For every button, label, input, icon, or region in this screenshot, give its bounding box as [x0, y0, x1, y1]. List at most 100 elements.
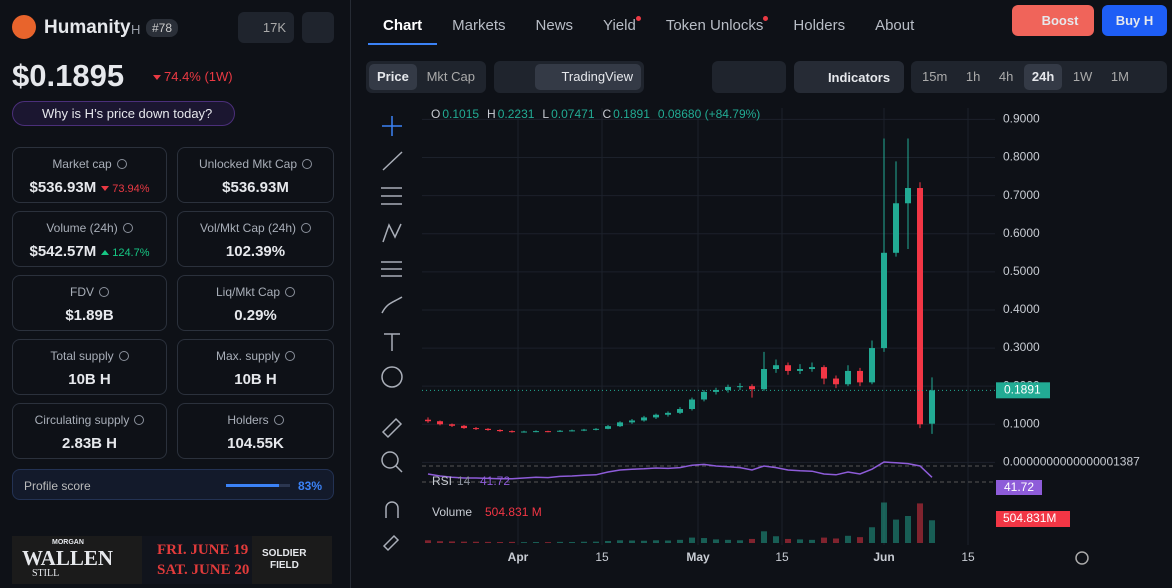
candle-body	[653, 414, 659, 418]
candle-body	[617, 422, 623, 427]
stat-label: Max. supply	[178, 349, 333, 363]
interval-option[interactable]: 15m	[922, 69, 948, 84]
ohlc-legend: 0.1891	[613, 107, 650, 121]
buy-button[interactable]: Buy H	[1102, 5, 1167, 36]
candle-body	[701, 391, 707, 400]
stat-card: Volume (24h) $542.57M 124.7%	[12, 211, 167, 267]
volume-bar	[641, 540, 647, 543]
price-change-text: 74.4% (1W)	[164, 69, 233, 84]
tab[interactable]: Chart	[368, 13, 438, 45]
stat-value-text: $542.57M	[29, 243, 97, 260]
interval-option[interactable]: 1h	[965, 69, 981, 84]
stat-value: 2.83B H	[13, 435, 166, 452]
tab[interactable]: Markets	[452, 17, 506, 34]
ad-text: STILL	[32, 568, 60, 579]
info-icon	[301, 223, 312, 233]
y-tick-label: 0.0000000000000001387	[1003, 455, 1140, 469]
share-button[interactable]	[302, 12, 334, 43]
stat-value: $536.93M	[178, 179, 333, 196]
volume-bar	[653, 540, 659, 543]
stat-value: 102.39%	[178, 243, 333, 260]
x-tick-label: 15	[961, 550, 975, 564]
stat-card: Total supply 10B H	[12, 339, 167, 395]
indicators-button[interactable]: Indicators	[794, 61, 904, 93]
tab[interactable]: Holders	[793, 17, 846, 34]
price: $0.1895	[12, 58, 125, 93]
candle-body	[857, 370, 863, 383]
ohlc-legend: O	[431, 107, 440, 121]
ad-text: FIELD	[270, 560, 299, 571]
stat-change: 73.94%	[112, 183, 150, 195]
y-tick-label: 0.6000	[1003, 226, 1040, 240]
tab[interactable]: News	[535, 17, 574, 34]
volume-bar	[521, 542, 527, 543]
boost-button[interactable]: Boost	[1012, 5, 1094, 36]
drawing-tools	[381, 116, 403, 552]
candle-body	[569, 430, 575, 432]
volume-bar	[833, 538, 839, 543]
interval-option[interactable]: 4h	[998, 69, 1014, 84]
stat-label: Holders	[178, 413, 333, 427]
volume-bar	[821, 537, 827, 543]
x-tick-label: 15	[775, 550, 789, 564]
advertisement[interactable]: MORGAN WALLEN STILL FRI. JUNE 19 SAT. JU…	[12, 536, 332, 584]
volume-bar	[677, 539, 683, 543]
volume-bar	[845, 535, 851, 543]
stat-value-text: 0.29%	[234, 307, 277, 324]
logo	[12, 15, 36, 39]
interval-option[interactable]: 1W	[1072, 69, 1093, 84]
volume-bar	[425, 540, 431, 543]
volume-bar	[629, 540, 635, 543]
stat-value-text: 10B H	[68, 371, 111, 388]
mode-option[interactable]: Price	[369, 64, 417, 90]
candle-body	[917, 188, 923, 425]
stat-label: Unlocked Mkt Cap	[178, 157, 333, 171]
stat-card: FDV $1.89B	[12, 275, 167, 331]
stat-card: Max. supply 10B H	[177, 339, 334, 395]
candle-body	[725, 386, 731, 390]
info-icon	[285, 287, 296, 297]
candle-body	[905, 188, 911, 204]
candle-body	[581, 429, 587, 431]
stat-change: 124.7%	[112, 247, 150, 259]
tab[interactable]: Yield	[588, 13, 651, 43]
candle-body	[689, 399, 695, 410]
interval-option[interactable]: 24h	[1023, 64, 1063, 90]
stat-label-text: Vol/Mkt Cap (24h)	[199, 221, 297, 235]
candle-body	[533, 431, 539, 433]
ad-text: FRI. JUNE 19	[157, 542, 249, 558]
volume-bar	[797, 539, 803, 543]
ohlc-legend: 0.07471	[551, 107, 595, 121]
candle-body	[677, 409, 683, 413]
volume-tag	[996, 511, 1070, 527]
nav-arrows[interactable]	[712, 61, 786, 93]
stat-label-text: Market cap	[52, 157, 112, 171]
candle-body	[881, 252, 887, 349]
candle-body	[497, 429, 503, 432]
tab[interactable]: About	[875, 17, 915, 34]
mode-toggle: Price Mkt Cap	[366, 61, 486, 93]
rank: #78	[146, 19, 179, 37]
volume-tag-label: 504.831M	[1003, 511, 1056, 525]
profile-score[interactable]: Profile score 83%	[12, 469, 334, 500]
watchlist-button[interactable]: 17K	[238, 12, 294, 43]
candle-body	[761, 369, 767, 390]
candle-body	[929, 390, 935, 424]
y-tick-label: 0.9000	[1003, 112, 1040, 126]
candle-body	[641, 417, 647, 421]
stat-label: Market cap	[13, 157, 166, 171]
stat-value-text: $1.89B	[65, 307, 114, 324]
candle-body	[773, 365, 779, 370]
x-tick-label: Jun	[873, 550, 894, 564]
reason-link[interactable]: Why is H’s price down today?	[12, 101, 235, 126]
info-icon	[118, 351, 129, 361]
stat-card: Market cap $536.93M 73.94%	[12, 147, 167, 203]
candle-body	[485, 428, 491, 430]
mode-option[interactable]: Mkt Cap	[426, 69, 475, 84]
interval-option[interactable]: 1M	[1110, 69, 1129, 84]
rsi-line	[427, 461, 933, 480]
chart-style-active[interactable]: TradingView	[535, 64, 641, 90]
price-change: 74.4% (1W)	[148, 69, 233, 84]
tab[interactable]: Token Unlocks	[651, 13, 779, 43]
candle-body	[509, 431, 515, 433]
